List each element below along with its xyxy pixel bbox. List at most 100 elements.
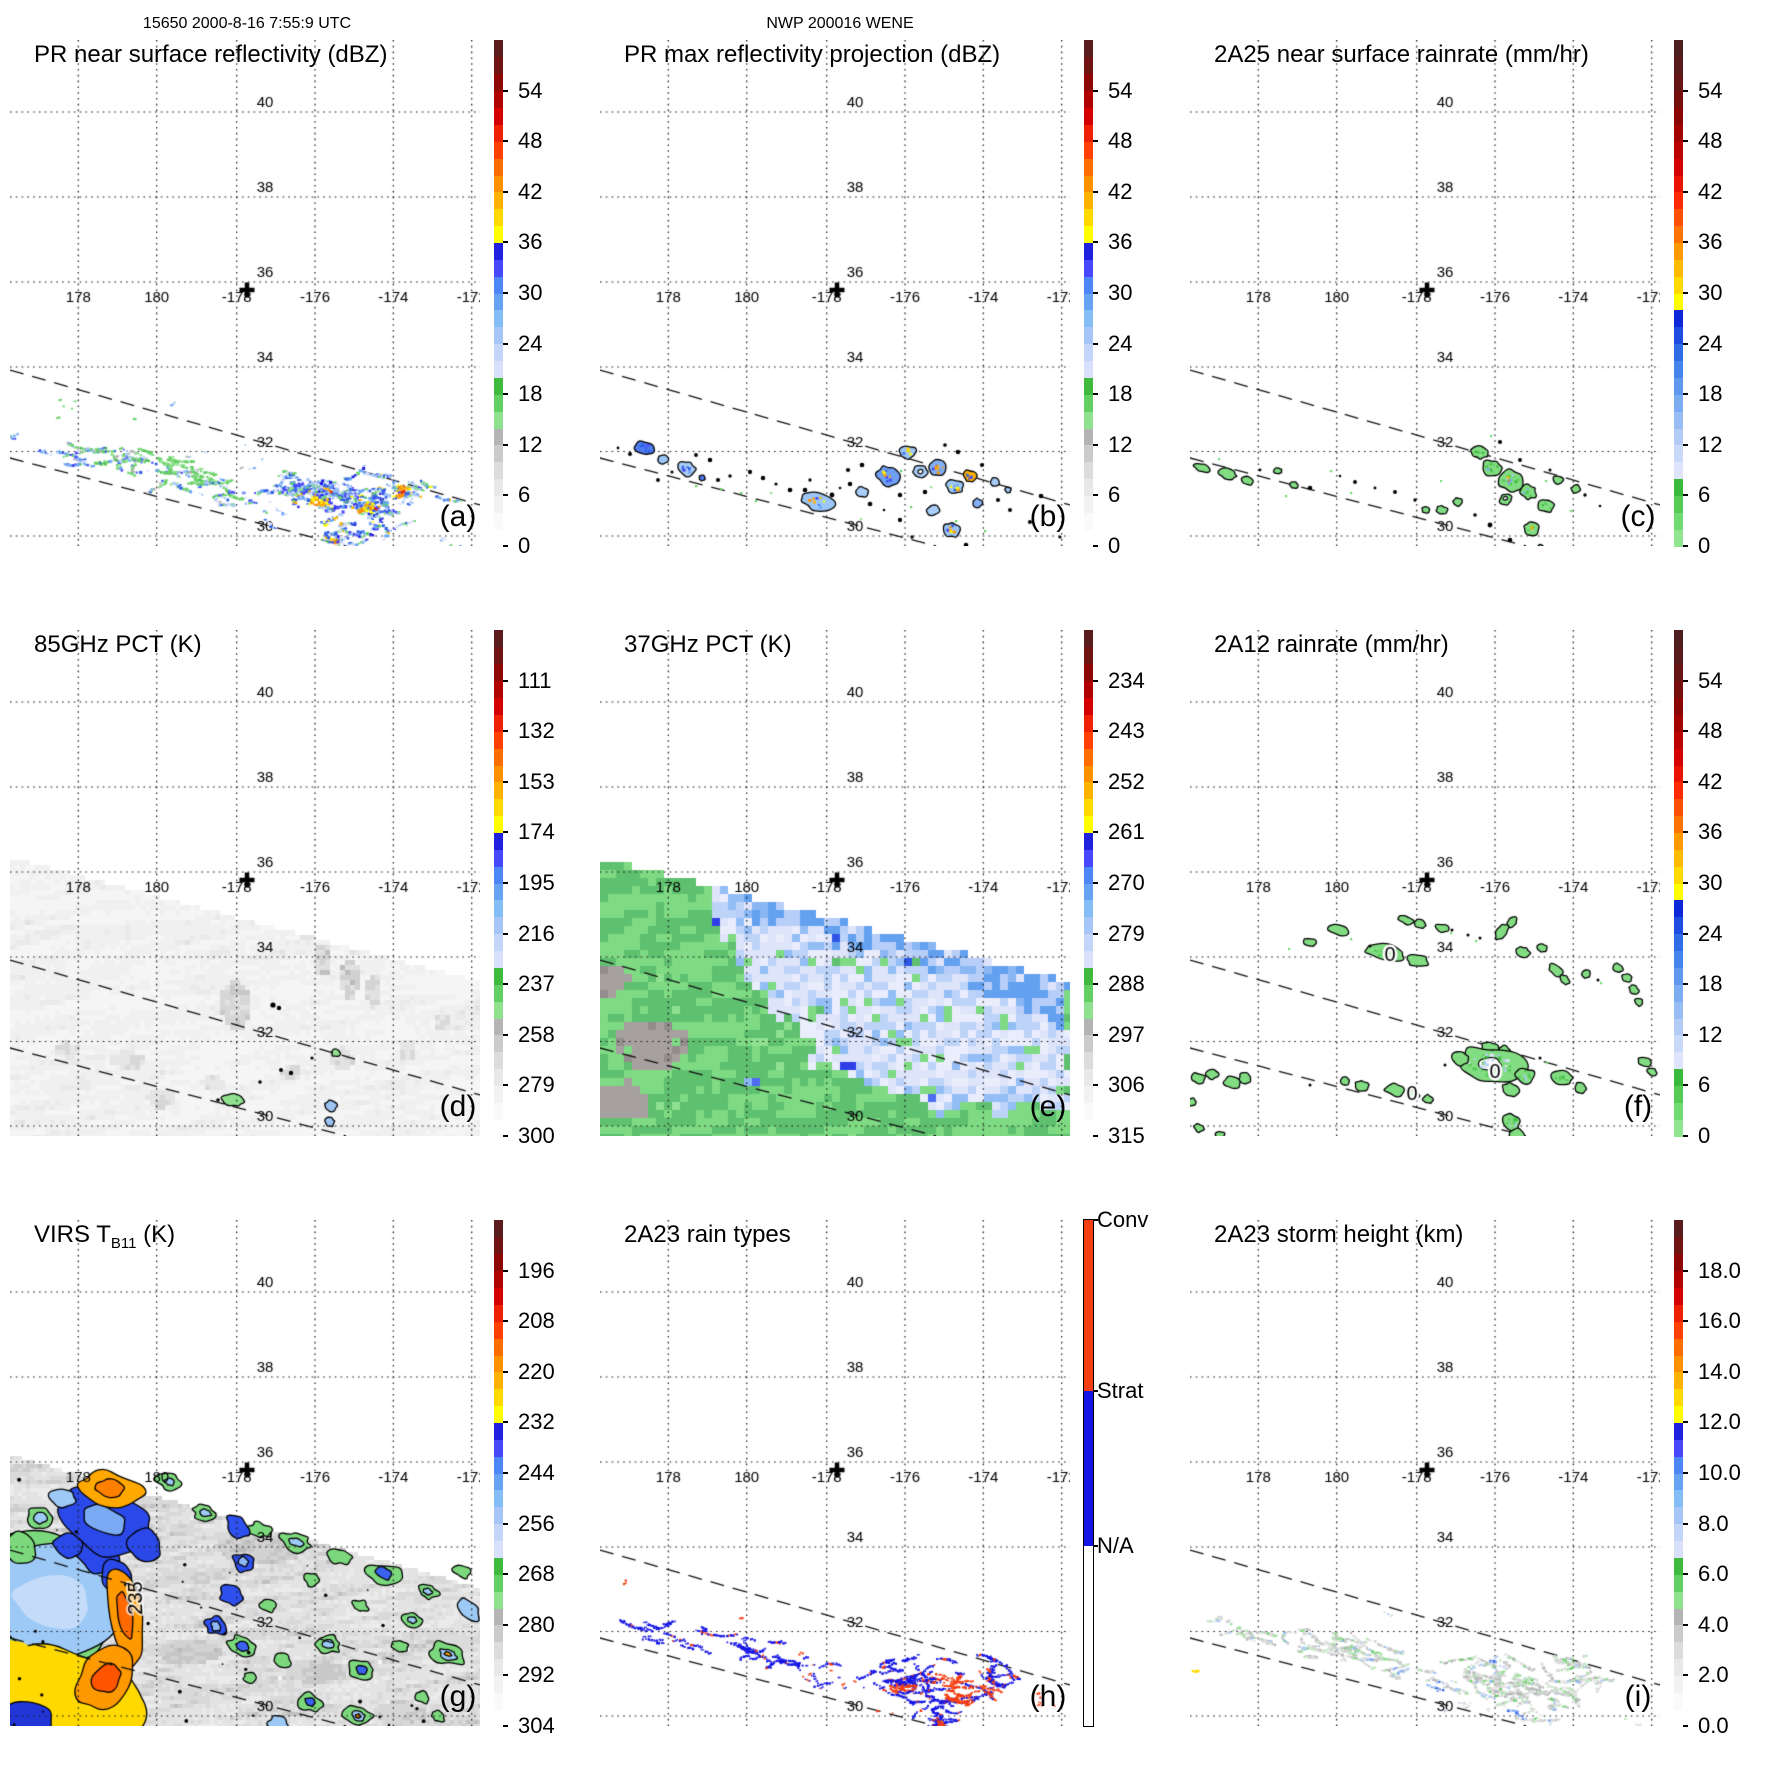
header-orbit-timestamp: 15650 2000-8-16 7:55:9 UTC	[142, 15, 352, 32]
colorbar-tick	[1093, 882, 1098, 884]
panel-title-f-text: 2A12 rainrate (mm/hr)	[1214, 631, 1449, 658]
panel-letter-e: (e)	[1029, 1090, 1067, 1123]
colorbar-cell	[1674, 1236, 1683, 1255]
colorbar-cell	[1674, 191, 1683, 210]
colorbar-tick	[1093, 983, 1098, 986]
colorbar-tick	[1683, 679, 1688, 682]
colorbar-cell	[494, 663, 503, 682]
colorbar-cell	[494, 309, 503, 328]
colorbar-tick-label: 300	[518, 1123, 555, 1148]
colorbar-cell	[1674, 1692, 1683, 1710]
colorbar-cell	[1084, 242, 1093, 260]
colorbar-tick	[1683, 1084, 1688, 1087]
colorbar-tick	[503, 1472, 508, 1474]
colorbar-cell	[1674, 529, 1683, 547]
colorbar-cell	[494, 1557, 503, 1575]
colorbar-cell	[1674, 1102, 1683, 1120]
colorbar-cell	[494, 444, 503, 463]
colorbar-cell	[1084, 1001, 1093, 1019]
colorbar-cell	[494, 1034, 503, 1053]
panel-title-i-text: 2A23 storm height (km)	[1214, 1221, 1464, 1248]
colorbar-cell	[1674, 1607, 1683, 1626]
panel-title-g-text: VIRS T	[34, 1221, 111, 1248]
colorbar-cell	[494, 377, 503, 395]
colorbar-tick-label: 6	[518, 482, 531, 508]
colorbar-tick-label: 14.0	[1698, 1358, 1741, 1384]
colorbar-cell	[1084, 1085, 1093, 1103]
colorbar-cell	[1084, 73, 1093, 92]
colorbar-cell	[1674, 90, 1683, 109]
colorbar-cell	[1674, 1591, 1683, 1609]
colorbar-cell	[494, 40, 503, 58]
colorbar-cell	[1084, 309, 1093, 328]
colorbar-cell	[494, 1675, 503, 1693]
colorbar-cell	[1084, 916, 1093, 935]
colorbar-cell	[494, 916, 503, 935]
colorbar-tick	[1093, 342, 1098, 345]
panel-title-d-text: 85GHz PCT (K)	[34, 631, 202, 658]
colorbar-cell	[1084, 512, 1093, 530]
colorbar-cell	[1674, 950, 1683, 968]
colorbar-cell	[1084, 899, 1093, 918]
colorbar-tick	[1093, 1219, 1098, 1221]
colorbar-cell	[1674, 1051, 1683, 1070]
colorbar-tick	[1093, 1135, 1098, 1137]
colorbar-cell	[1084, 764, 1093, 783]
colorbar-cell	[1674, 360, 1683, 378]
colorbar-cell	[494, 1489, 503, 1508]
colorbar-cell	[494, 815, 503, 833]
colorbar-cell	[1674, 1641, 1683, 1660]
panel-title-c-text: 2A25 near surface rainrate (mm/hr)	[1214, 41, 1589, 68]
colorbar-cell	[1084, 360, 1093, 378]
colorbar-tick	[1683, 1674, 1688, 1677]
colorbar-cell	[494, 731, 503, 749]
colorbar-cell	[494, 950, 503, 968]
colorbar-tick-label: 306	[1108, 1072, 1145, 1098]
colorbar-cell	[1674, 815, 1683, 833]
colorbar-cell	[1084, 646, 1093, 665]
colorbar-a	[494, 40, 503, 547]
colorbar-cell	[1674, 1709, 1683, 1727]
panel-letter-b: (b)	[1029, 500, 1067, 533]
colorbar-cell	[1084, 1034, 1093, 1053]
panel-title-h-text: 2A23 rain types	[624, 1221, 791, 1248]
colorbar-cell	[1084, 427, 1093, 446]
colorbar-cell	[1674, 377, 1683, 395]
colorbar-tick-label: 292	[518, 1662, 555, 1688]
colorbar-cell	[494, 984, 503, 1002]
colorbar-cell	[1674, 1405, 1683, 1423]
colorbar-tick-label: 0	[1698, 533, 1711, 558]
colorbar-cell	[1674, 1371, 1683, 1390]
colorbar-tick	[503, 780, 508, 783]
colorbar-cell	[494, 1405, 503, 1423]
panel-letter-d: (d)	[439, 1090, 477, 1123]
map-canvas-h	[600, 1220, 1070, 1726]
colorbar-cell	[1084, 967, 1093, 985]
colorbar-tick-label: 36	[1698, 819, 1723, 845]
colorbar-tick-label: 196	[518, 1257, 555, 1283]
colorbar-tick-label: 208	[518, 1308, 555, 1334]
colorbar-tick-label: 195	[518, 870, 555, 895]
colorbar-tick-label: 36	[1108, 229, 1133, 255]
panel-a: PR near surface reflectivity (dBZ) (a) 5…	[10, 40, 600, 630]
colorbar-tick	[503, 1725, 508, 1727]
colorbar-cell	[1674, 680, 1683, 699]
colorbar-tick-label: 6	[1698, 1072, 1711, 1098]
colorbar-cell	[1674, 158, 1683, 176]
panel-letter-g: (g)	[439, 1680, 477, 1713]
colorbar-tick	[1683, 1573, 1688, 1576]
colorbar-cell	[494, 90, 503, 109]
colorbar-tick	[1093, 443, 1098, 446]
colorbar-tick	[1683, 983, 1688, 986]
colorbar-cell	[494, 495, 503, 513]
colorbar-cell	[494, 242, 503, 260]
colorbar-cell	[494, 1119, 503, 1137]
panel-title-b-text: PR max reflectivity projection (dBZ)	[624, 41, 1001, 68]
colorbar-cell	[494, 1641, 503, 1660]
panel-title-g: VIRS TB11 (K)	[34, 1221, 175, 1252]
colorbar-tick-label: 304	[518, 1713, 555, 1738]
colorbar-cell	[494, 276, 503, 294]
colorbar-cell	[494, 1371, 503, 1390]
colorbar-tick-label: 18	[518, 381, 543, 407]
panel-title-b: PR max reflectivity projection (dBZ)	[624, 41, 1000, 72]
